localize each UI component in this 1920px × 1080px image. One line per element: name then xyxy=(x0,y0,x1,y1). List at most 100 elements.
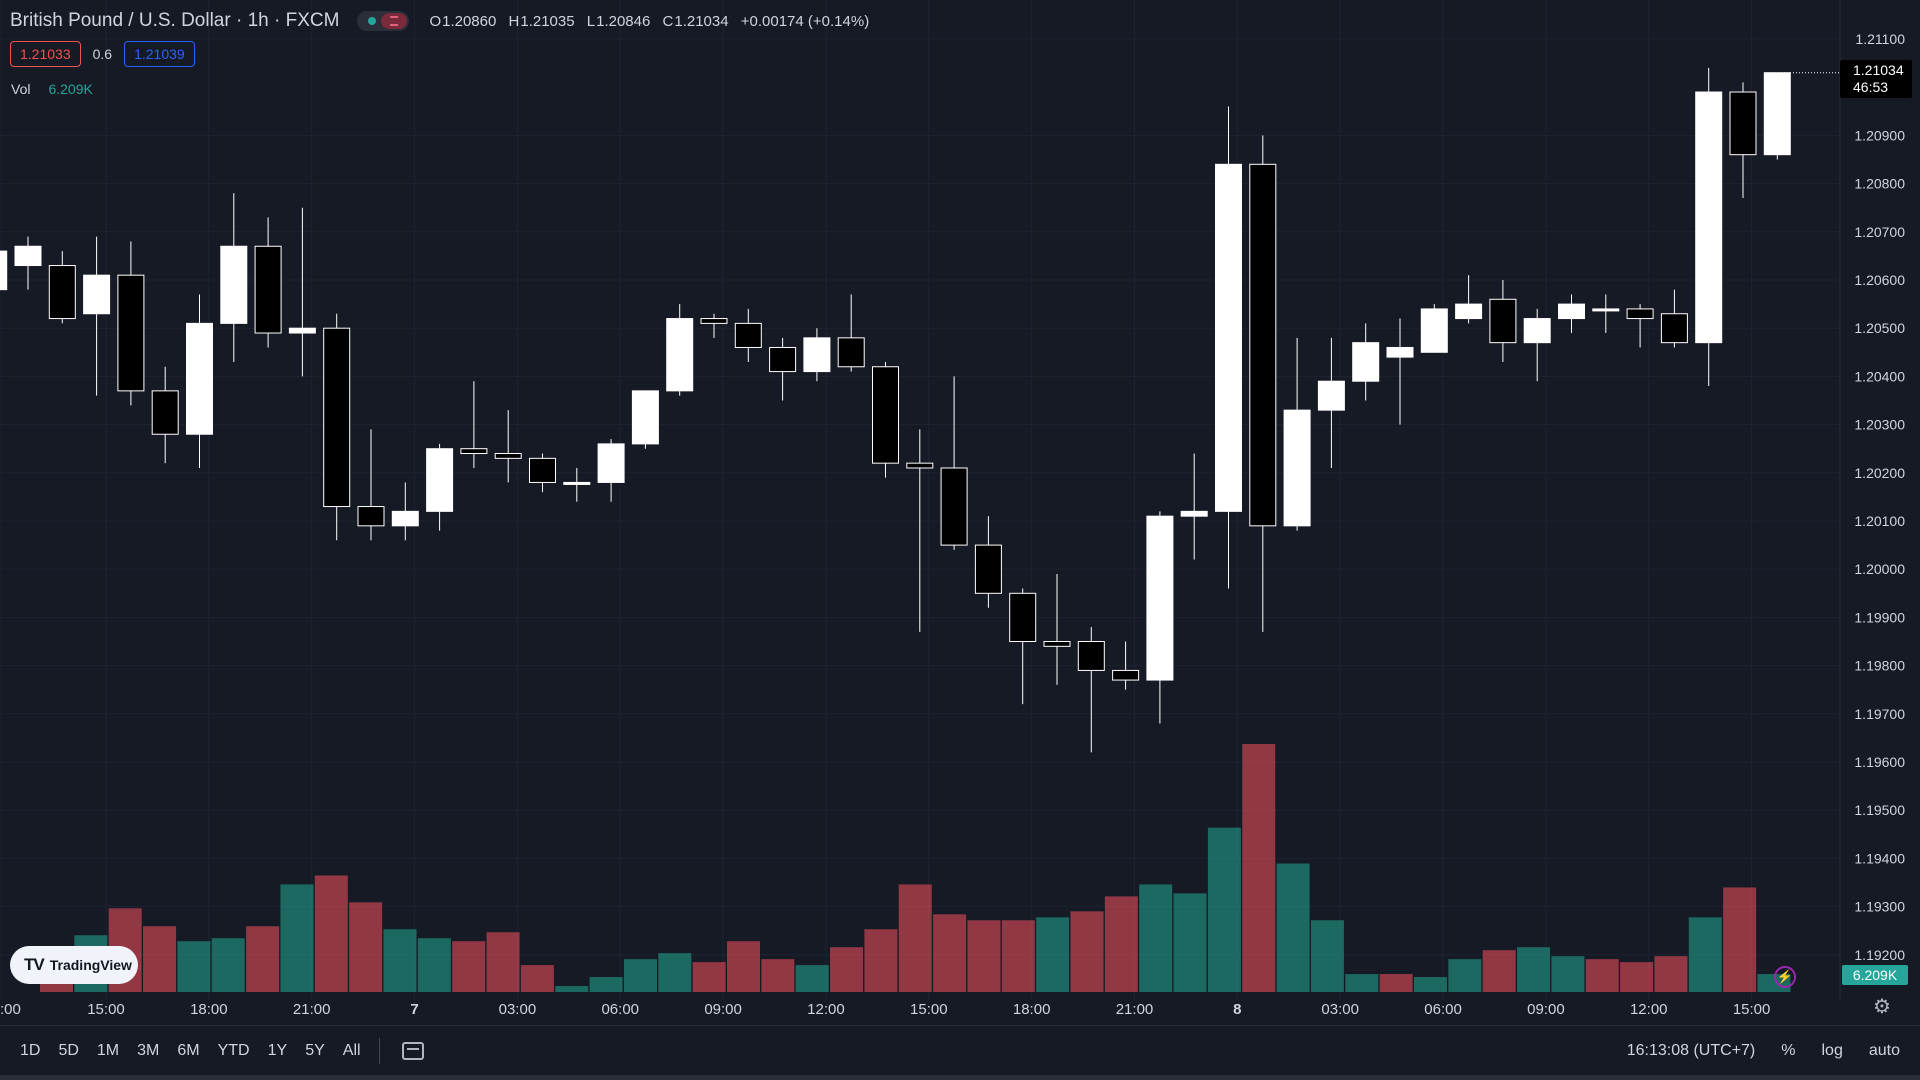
candle-body xyxy=(186,322,213,435)
candle-body xyxy=(974,544,1002,594)
volume-bar xyxy=(1585,959,1619,992)
range-button-ytd[interactable]: YTD xyxy=(217,1041,250,1059)
price-chart[interactable]: 1.21100 1.20900 1.20800 1.20700 1.20600 1.205… xyxy=(0,0,1920,1015)
candle-body xyxy=(1489,298,1517,344)
sell-button[interactable]: 1.21033 xyxy=(10,41,81,67)
range-button-1m[interactable]: 1M xyxy=(96,1041,120,1059)
volume-legend[interactable]: Vol 6.209K xyxy=(11,81,93,97)
candle-body xyxy=(254,245,282,334)
candle-body xyxy=(151,390,179,435)
candle-body xyxy=(1283,409,1311,527)
volume-bar xyxy=(692,962,726,992)
x-tick-label: 8 xyxy=(1233,1001,1241,1015)
tradingview-logo-icon: TV xyxy=(24,955,45,974)
candle-body xyxy=(837,337,865,368)
last-price-label: 1.21034 46:53 xyxy=(1840,60,1912,98)
range-button-1y[interactable]: 1Y xyxy=(267,1041,288,1059)
volume-bar xyxy=(1620,962,1654,992)
y-tick-label: 1.20100 xyxy=(1854,513,1905,529)
candle-body xyxy=(597,443,625,483)
y-tick-label: 1.19600 xyxy=(1854,754,1905,770)
range-button-6m[interactable]: 6M xyxy=(177,1041,200,1059)
volume-bar xyxy=(520,965,554,992)
candle-body xyxy=(1763,72,1791,156)
lightning-icon[interactable]: ⚡ xyxy=(1774,966,1796,988)
y-tick-label: 1.20700 xyxy=(1854,224,1905,240)
volume-bar xyxy=(1207,827,1241,992)
spread-value: 0.6 xyxy=(92,46,113,62)
candle-body xyxy=(220,245,248,324)
volume-bar xyxy=(1276,863,1310,992)
x-tick-label: :00 xyxy=(0,1001,21,1015)
volume-bar xyxy=(1345,974,1379,992)
candle-body xyxy=(494,453,522,459)
clock[interactable]: 16:13:08 (UTC+7) xyxy=(1626,1042,1756,1059)
volume-bar xyxy=(589,977,623,992)
x-tick-label: 03:00 xyxy=(499,1001,537,1015)
y-tick-label: 1.19400 xyxy=(1854,850,1905,866)
candle-body xyxy=(872,366,899,464)
x-tick-label: 21:00 xyxy=(293,1001,331,1015)
volume-bar xyxy=(314,875,348,992)
low-label: L xyxy=(586,12,596,30)
candle-body xyxy=(803,337,831,373)
candle-body xyxy=(1523,318,1551,344)
date-range-icon[interactable] xyxy=(401,1041,424,1060)
candle-body xyxy=(117,274,145,392)
candle-body xyxy=(323,327,351,508)
y-tick-label: 1.20500 xyxy=(1854,320,1905,336)
change-value: +0.00174 (+0.14%) xyxy=(740,12,870,30)
data-delay-icon xyxy=(381,13,408,29)
bar-countdown: 46:53 xyxy=(1853,79,1889,95)
candle-body xyxy=(666,318,694,392)
volume-bar xyxy=(658,953,692,992)
percent-scale-toggle[interactable]: % xyxy=(1781,1042,1796,1059)
range-button-1d[interactable]: 1D xyxy=(20,1041,41,1059)
range-button-5y[interactable]: 5Y xyxy=(305,1041,325,1059)
range-button-all[interactable]: All xyxy=(342,1041,361,1059)
candle-body xyxy=(1146,515,1174,681)
y-tick-label: 1.19900 xyxy=(1854,609,1905,625)
candle-body xyxy=(940,467,968,546)
candle-body xyxy=(1249,163,1277,527)
buy-button[interactable]: 1.21039 xyxy=(124,41,195,67)
y-tick-label: 1.19200 xyxy=(1854,947,1905,963)
volume-label: Vol xyxy=(11,81,31,97)
volume-bar xyxy=(795,965,829,992)
volume-bar xyxy=(1482,950,1516,992)
range-button-3m[interactable]: 3M xyxy=(137,1041,160,1059)
market-status-toggle[interactable] xyxy=(357,11,410,31)
candle-body xyxy=(1112,669,1140,681)
candle-body xyxy=(1317,380,1345,411)
volume-bar xyxy=(623,959,657,992)
tradingview-logo[interactable]: TV TradingView xyxy=(10,946,138,984)
last-price-value: 1.21034 xyxy=(1853,62,1904,78)
x-tick-label: 12:00 xyxy=(1630,1001,1668,1015)
symbol-title[interactable]: British Pound / U.S. Dollar · 1h · FXCM xyxy=(10,10,340,31)
candle-body xyxy=(1592,308,1620,312)
volume-bar xyxy=(177,941,211,992)
volume-bar xyxy=(1001,920,1035,992)
range-button-5d[interactable]: 5D xyxy=(58,1041,79,1059)
y-tick-label: 1.20400 xyxy=(1854,368,1905,384)
auto-scale-toggle[interactable]: auto xyxy=(1868,1042,1900,1059)
x-tick-label: 21:00 xyxy=(1116,1001,1154,1015)
volume-bar xyxy=(1551,956,1585,992)
candle-body xyxy=(1558,303,1585,320)
x-tick-label: 15:00 xyxy=(87,1001,125,1015)
x-tick-label: 15:00 xyxy=(910,1001,948,1015)
toolbar-right: 16:13:08 (UTC+7) % log auto xyxy=(1627,1026,1900,1076)
buy-sell-panel: 1.21033 0.6 1.21039 xyxy=(10,41,195,67)
y-tick-label: 1.20600 xyxy=(1854,272,1905,288)
volume-bar xyxy=(452,941,486,992)
gear-icon[interactable]: ⚙ xyxy=(1873,996,1891,1018)
volume-bar xyxy=(1379,974,1413,992)
y-tick-label: 1.19300 xyxy=(1854,899,1905,915)
volume-bar xyxy=(1070,911,1104,992)
y-tick-label: 1.20900 xyxy=(1854,127,1905,143)
y-tick-label: 1.19800 xyxy=(1854,658,1905,674)
high-label: H xyxy=(508,12,520,30)
log-scale-toggle[interactable]: log xyxy=(1821,1042,1843,1059)
volume-bar xyxy=(1448,959,1482,992)
volume-bar xyxy=(898,884,932,992)
